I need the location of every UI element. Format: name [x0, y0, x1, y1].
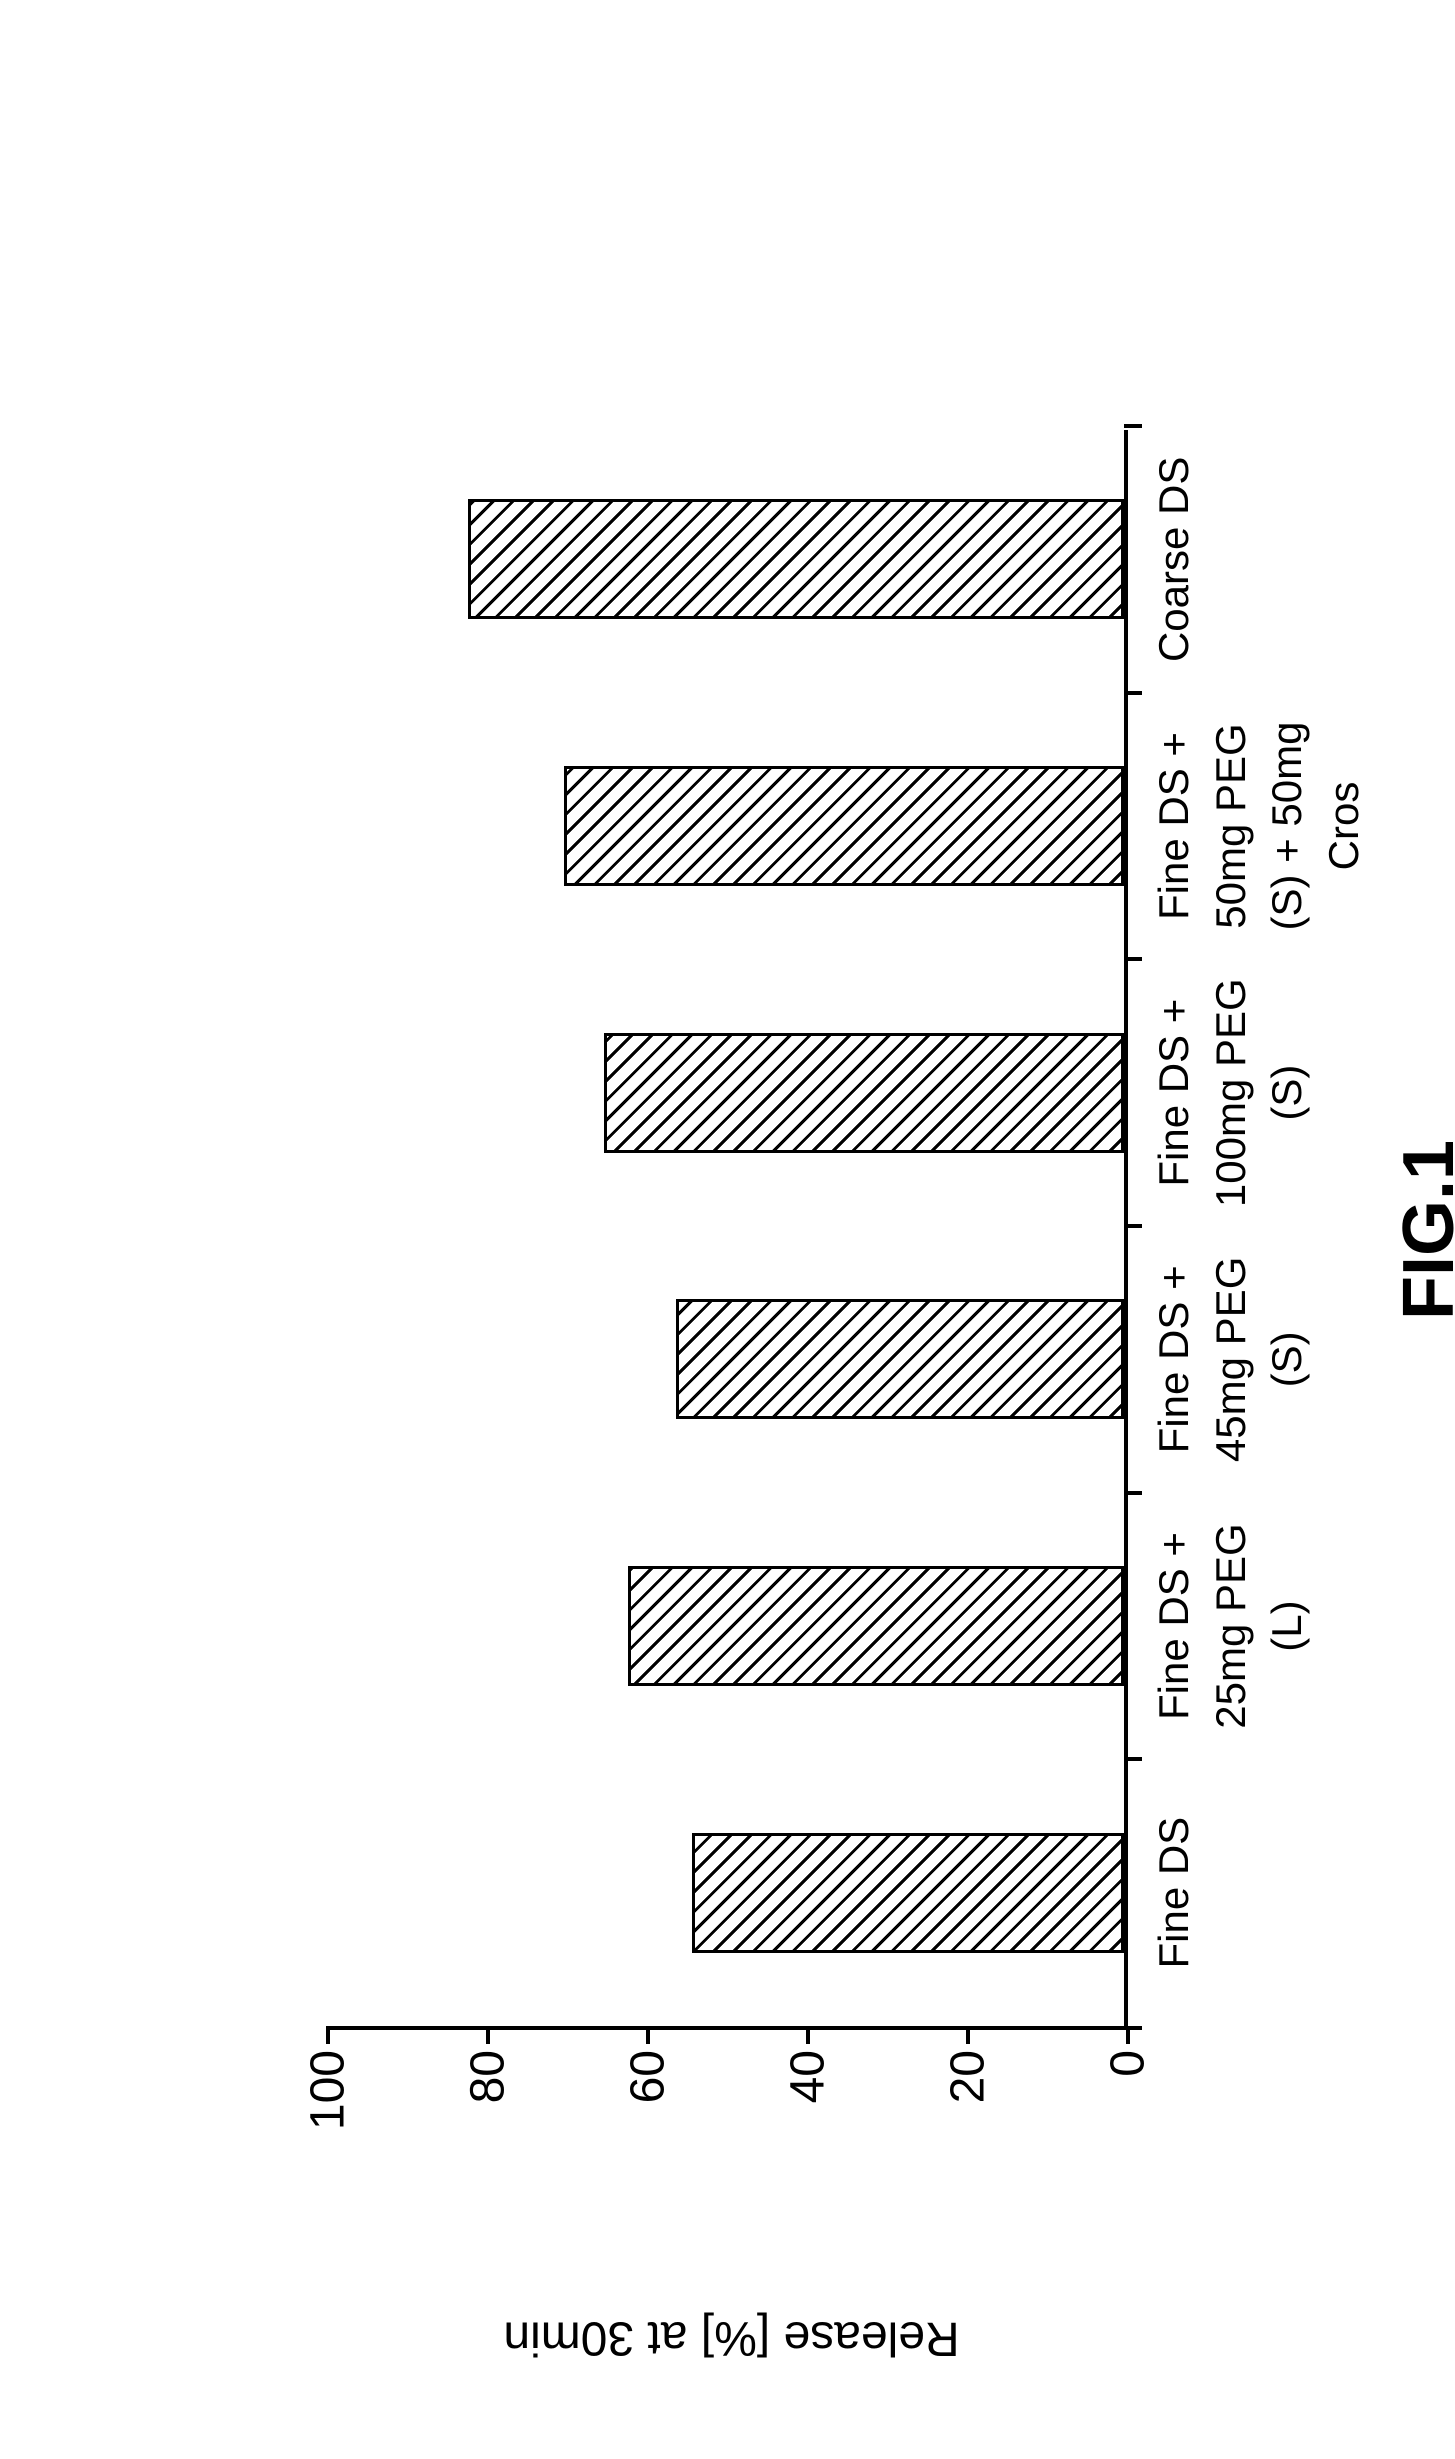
x-label: Fine DS +100mg PEG(S)	[1146, 959, 1316, 1226]
y-tick-label: 40	[780, 2050, 835, 2103]
bar-chart: Release [%] at 30min 020406080100Fine DS…	[328, 430, 1128, 2030]
x-label: Fine DS +50mg PEG(S) + 50mgCros	[1146, 692, 1373, 959]
x-label: Fine DS +25mg PEG(L)	[1146, 1492, 1316, 1759]
chart-container: Release [%] at 30min 020406080100Fine DS…	[328, 430, 1128, 2030]
plot-area: Release [%] at 30min 020406080100Fine DS…	[328, 430, 1128, 2030]
y-tick	[486, 2026, 490, 2044]
x-tick	[1124, 957, 1142, 961]
bar-hatch	[692, 1832, 1124, 1952]
bar-hatch	[676, 1299, 1124, 1419]
bar	[628, 1566, 1124, 1686]
x-tick	[1124, 1224, 1142, 1228]
bar-hatch	[468, 499, 1124, 619]
x-tick	[1124, 1490, 1142, 1494]
bar	[692, 1832, 1124, 1952]
y-tick	[806, 2026, 810, 2044]
bar	[468, 499, 1124, 619]
y-axis-label: Release [%] at 30min	[503, 2310, 959, 2365]
x-tick	[1124, 1757, 1142, 1761]
y-tick	[326, 2026, 330, 2044]
bar-hatch	[564, 766, 1124, 886]
bar	[676, 1299, 1124, 1419]
y-tick-label: 20	[940, 2050, 995, 2103]
figure-caption: FIG.1	[1388, 1139, 1455, 1319]
y-tick	[966, 2026, 970, 2044]
x-tick	[1124, 424, 1142, 428]
x-label: Fine DS +45mg PEG(S)	[1146, 1226, 1316, 1493]
bar-hatch	[628, 1566, 1124, 1686]
bar-hatch	[604, 1032, 1124, 1152]
x-label: Fine DS	[1146, 1759, 1203, 2026]
x-label: Coarse DS	[1146, 426, 1203, 693]
y-tick-label: 60	[620, 2050, 675, 2103]
y-tick-label: 80	[460, 2050, 515, 2103]
y-tick-label: 0	[1100, 2050, 1155, 2077]
bar	[604, 1032, 1124, 1152]
bar	[564, 766, 1124, 886]
y-tick	[646, 2026, 650, 2044]
y-tick-label: 100	[300, 2050, 355, 2130]
x-tick	[1124, 2026, 1142, 2030]
x-tick	[1124, 690, 1142, 694]
